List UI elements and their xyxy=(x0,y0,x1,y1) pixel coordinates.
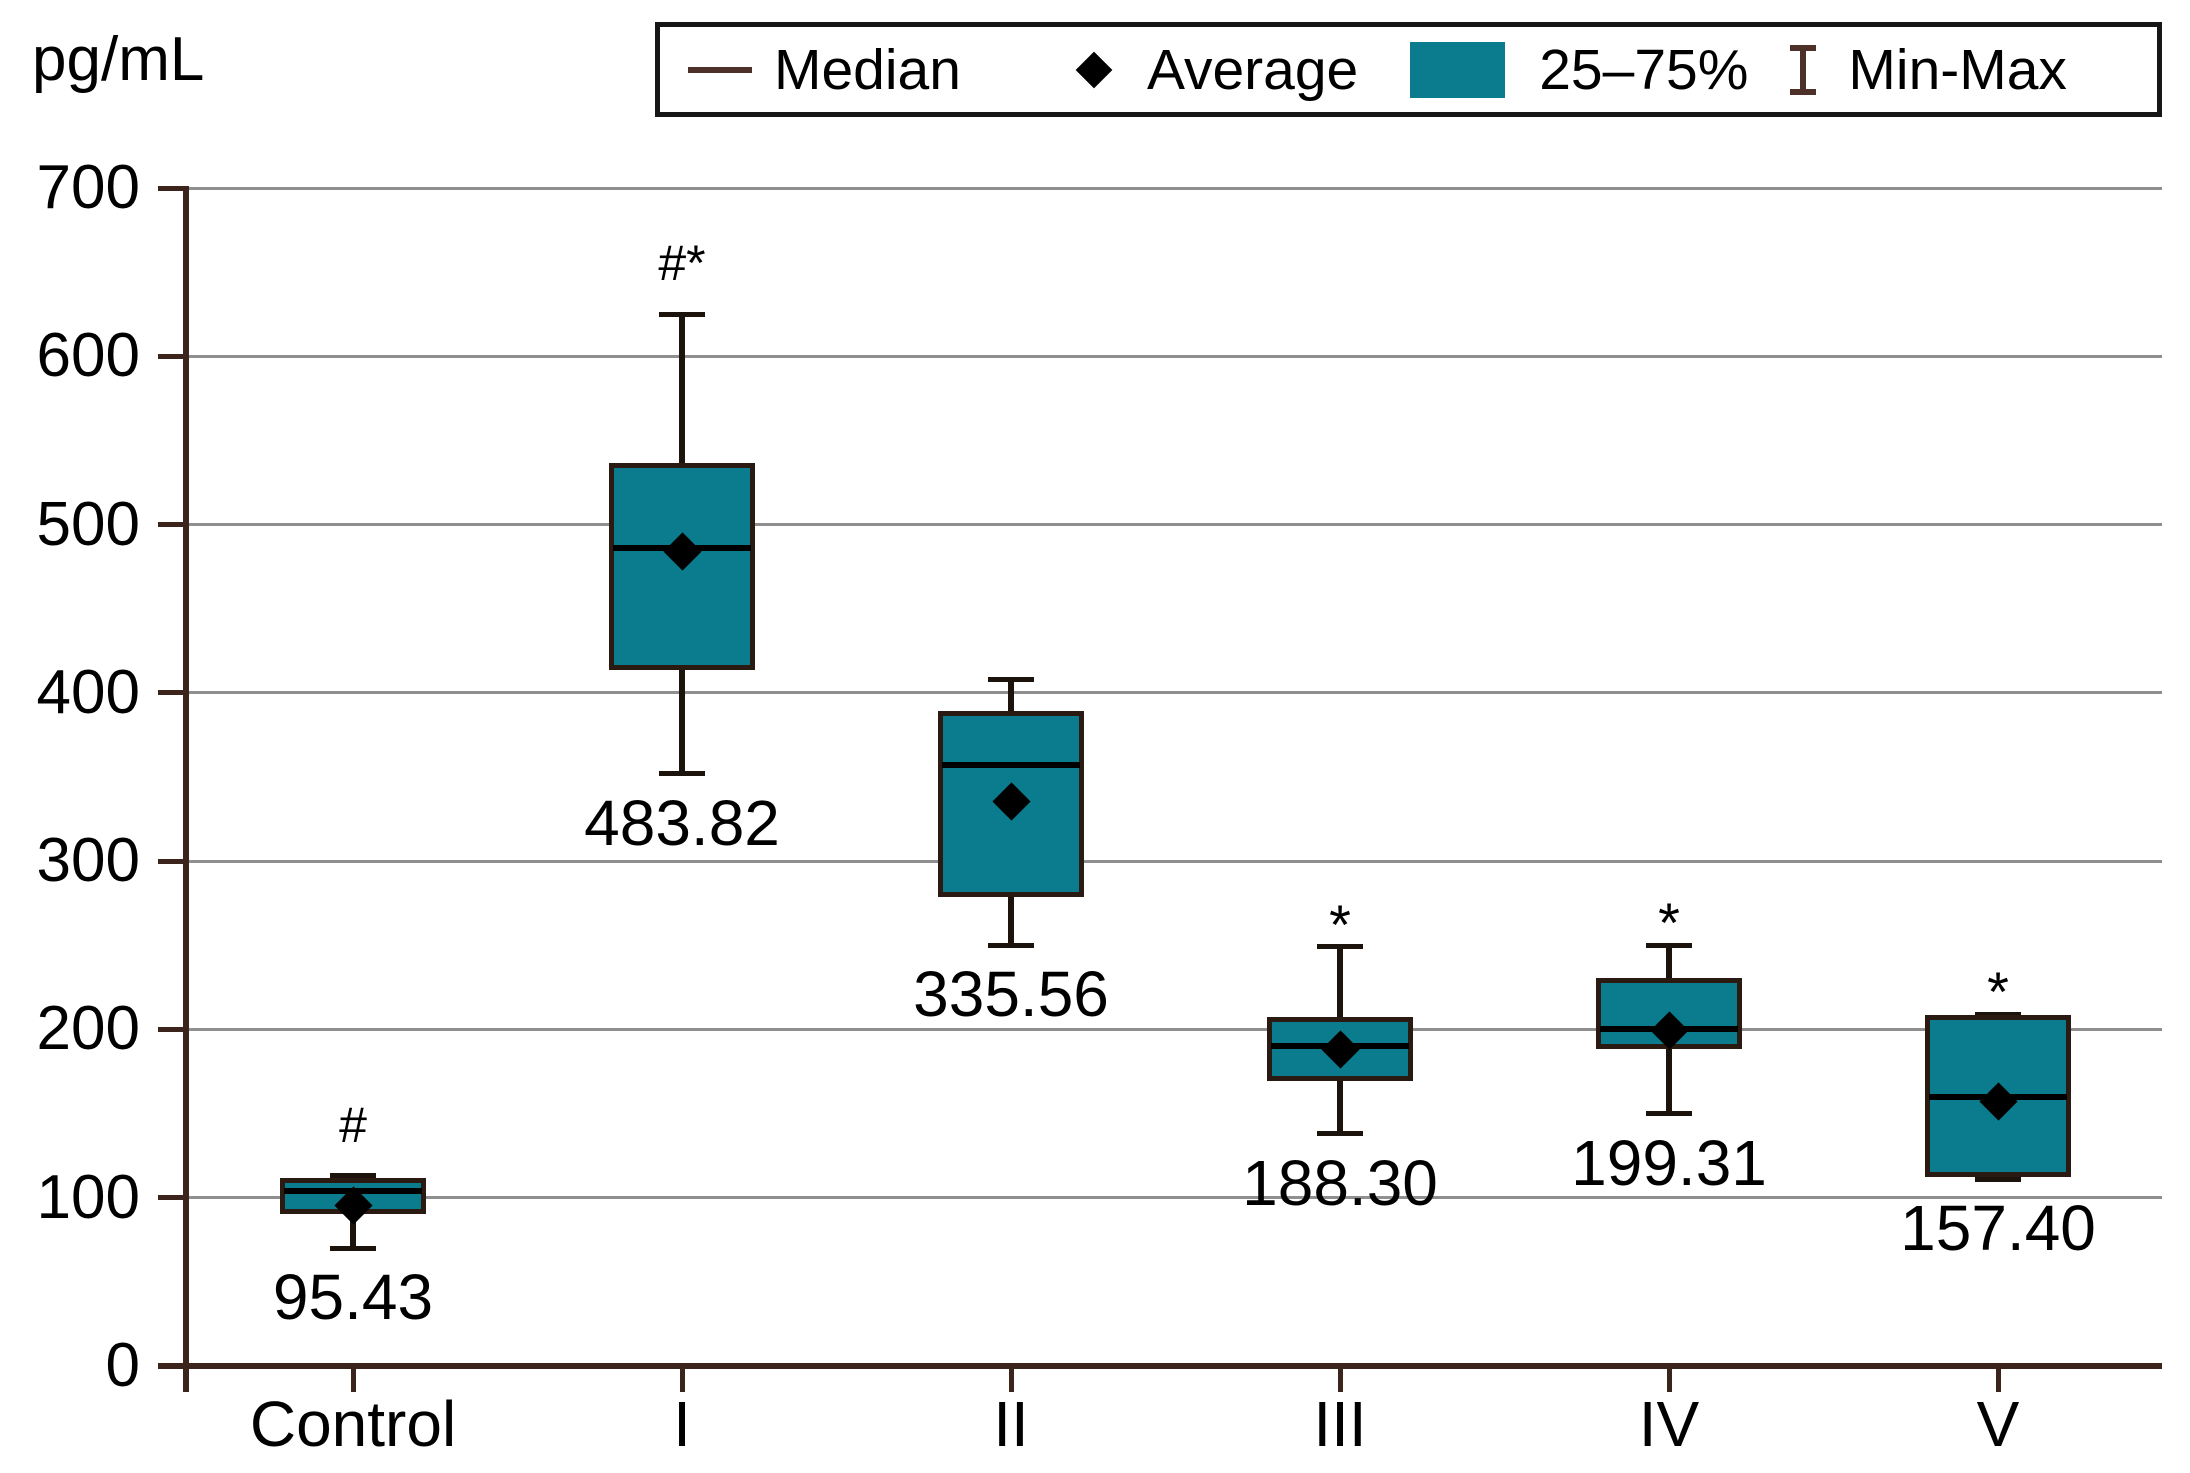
category-label: II xyxy=(993,1388,1029,1460)
legend-label-average: Average xyxy=(1146,37,1359,102)
y-axis-tick xyxy=(158,690,186,696)
y-tick-label: 700 xyxy=(36,153,140,222)
significance-annotation: * xyxy=(1987,960,2009,1024)
legend-label-minmax: Min-Max xyxy=(1848,37,2067,102)
mean-value-label: 483.82 xyxy=(584,786,780,859)
whisker-cap-max xyxy=(1975,1011,2021,1017)
whisker-cap-min xyxy=(1975,1176,2021,1182)
mean-value-label: 95.43 xyxy=(272,1261,434,1334)
y-axis-tick xyxy=(158,353,186,359)
y-tick-label: 100 xyxy=(36,1162,140,1232)
y-axis-tick xyxy=(158,1026,186,1032)
gridline xyxy=(186,523,2162,527)
minmax-whisker-icon xyxy=(1788,44,1818,95)
gridline xyxy=(186,1027,2162,1031)
mean-value-label: 199.31 xyxy=(1571,1126,1767,1199)
gridline xyxy=(186,186,2162,190)
x-axis-tick xyxy=(1666,1366,1672,1392)
median-line-icon xyxy=(688,66,752,73)
gridline xyxy=(186,691,2162,695)
mean-value-label: 188.30 xyxy=(1242,1146,1438,1219)
category-label: IV xyxy=(1638,1388,1700,1460)
x-axis-tick xyxy=(1008,1366,1014,1392)
iqr-swatch-icon xyxy=(1410,41,1506,98)
x-axis-tick xyxy=(1337,1366,1343,1392)
y-axis-tick xyxy=(158,185,186,191)
whisker-cap-min xyxy=(988,942,1034,948)
legend-label-median: Median xyxy=(774,37,961,102)
whisker-cap-min xyxy=(1646,1111,1692,1117)
significance-annotation: #* xyxy=(658,235,706,292)
whisker-cap-min xyxy=(1317,1131,1363,1137)
y-axis-tick xyxy=(158,522,186,528)
whisker-cap-max xyxy=(1317,944,1363,950)
median-line xyxy=(942,762,1080,769)
category-label: V xyxy=(1976,1388,2020,1460)
gridline xyxy=(186,859,2162,863)
x-axis-line xyxy=(158,1363,2162,1369)
whisker-cap-min xyxy=(330,1245,376,1251)
x-axis-tick xyxy=(350,1366,356,1392)
legend-label-iqr: 25–75% xyxy=(1539,37,1749,102)
y-axis-tick xyxy=(158,858,186,864)
whisker-cap-max xyxy=(659,311,705,317)
gridline xyxy=(186,1196,2162,1200)
x-axis-tick xyxy=(1995,1366,2001,1392)
whisker-cap-min xyxy=(659,771,705,777)
y-tick-label: 600 xyxy=(36,321,140,391)
y-tick-label: 200 xyxy=(36,994,140,1064)
mean-value-label: 157.40 xyxy=(1900,1192,2096,1265)
category-label: III xyxy=(1313,1388,1367,1460)
significance-annotation: * xyxy=(1658,891,1680,955)
y-tick-label: 0 xyxy=(105,1331,140,1400)
significance-annotation: * xyxy=(1329,892,1351,956)
y-tick-label: 400 xyxy=(36,657,140,727)
y-tick-label: 300 xyxy=(36,826,140,896)
whisker-cap-max xyxy=(1646,942,1692,948)
y-axis-tick xyxy=(158,1195,186,1201)
y-tick-label: 500 xyxy=(36,489,140,559)
category-label: I xyxy=(673,1388,691,1460)
category-label: Control xyxy=(249,1388,457,1460)
whisker-cap-max xyxy=(330,1173,376,1179)
legend: Median Average 25–75% Min-Max xyxy=(655,22,2162,117)
gridline xyxy=(186,354,2162,358)
mean-value-label: 335.56 xyxy=(913,958,1109,1031)
significance-annotation: # xyxy=(339,1096,367,1153)
x-axis-tick xyxy=(679,1366,685,1392)
y-axis-units-label: pg/mL xyxy=(32,25,205,94)
y-axis-line xyxy=(183,186,189,1392)
whisker-cap-max xyxy=(988,676,1034,682)
